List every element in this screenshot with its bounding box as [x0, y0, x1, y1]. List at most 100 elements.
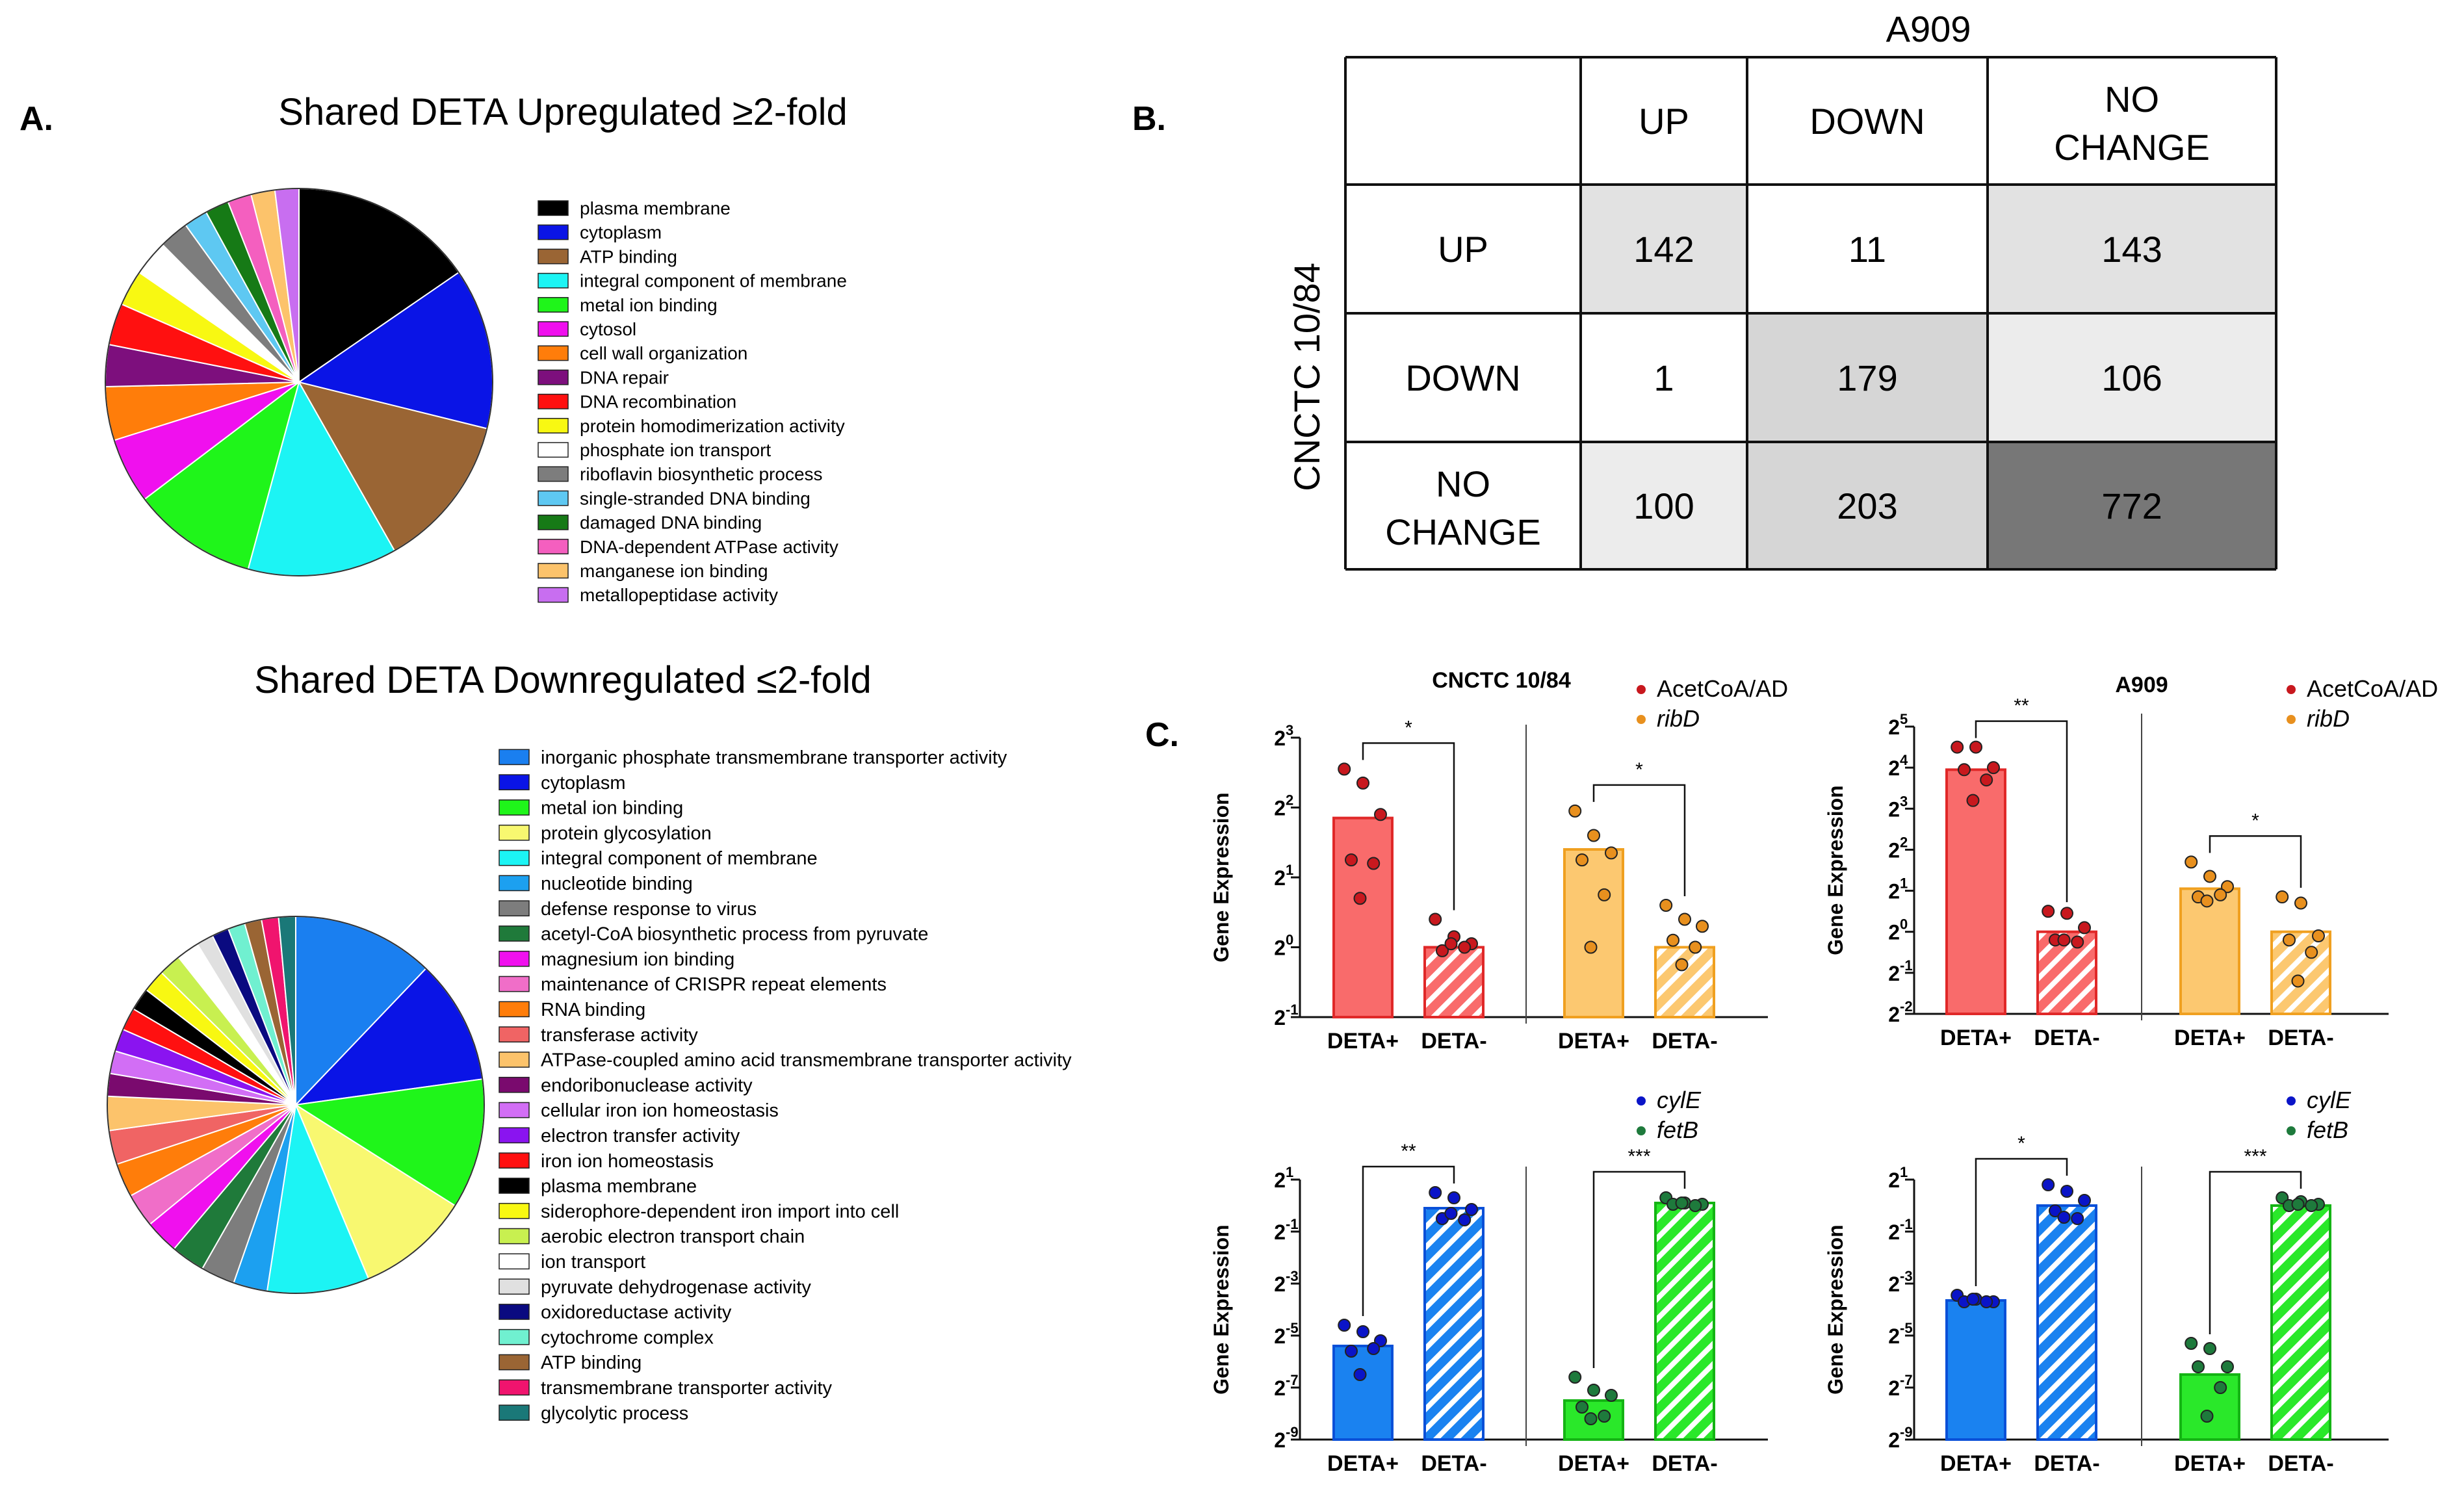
legend-swatch	[538, 587, 569, 603]
y-tick-exponent: -2	[1900, 998, 1913, 1015]
y-tick-exponent: -7	[1286, 1372, 1299, 1388]
bar	[1563, 848, 1624, 1018]
table-col-header: NO	[2105, 79, 2159, 120]
y-tick-exponent: -9	[1286, 1424, 1299, 1440]
x-tick-label: DETA+	[1558, 1451, 1629, 1476]
y-tick-exponent: -5	[1900, 1320, 1913, 1336]
legend-swatch	[538, 200, 569, 216]
x-tick-label: DETA-	[2034, 1451, 2099, 1476]
y-tick-base: 2	[1888, 1377, 1900, 1400]
legend-swatch	[499, 1026, 530, 1043]
panel-label-c: C.	[1145, 716, 1179, 754]
legend-label: iron ion homeostasis	[541, 1151, 714, 1172]
data-point	[2291, 1198, 2305, 1211]
table-col-header: UP	[1639, 101, 1689, 142]
table-cell-bg	[1581, 313, 1747, 442]
legend-swatch	[499, 1354, 530, 1371]
legend-label: riboflavin biosynthetic process	[580, 464, 823, 484]
legend-swatch	[499, 1178, 530, 1194]
significance-label: *	[1405, 717, 1412, 738]
legend-label: cell wall organization	[580, 343, 747, 363]
y-tick-base: 2	[1888, 1221, 1900, 1244]
legend-swatch	[538, 514, 569, 530]
legend-label: metallopeptidase activity	[580, 585, 778, 605]
legend-label: fetB	[1657, 1117, 1698, 1143]
table-cell-bg	[1581, 185, 1747, 313]
y-tick-base: 2	[1888, 1325, 1900, 1348]
y-axis-label: Gene Expression	[1210, 792, 1233, 962]
legend-label: ATP binding	[580, 246, 677, 266]
data-point	[1465, 1203, 1478, 1216]
data-point	[1666, 933, 1679, 947]
table-row-header: CHANGE	[1385, 511, 1541, 552]
legend-swatch	[499, 875, 530, 892]
legend-swatch	[499, 1404, 530, 1421]
legend-swatch	[538, 539, 569, 554]
x-tick-label: DETA-	[2034, 1026, 2099, 1050]
legend-label: cytoplasm	[541, 773, 626, 794]
data-point	[2071, 1212, 2084, 1225]
legend-swatch	[499, 1152, 530, 1169]
table-cell-value: 143	[2101, 229, 2162, 270]
legend-dot	[2287, 1096, 2296, 1106]
y-tick-exponent: -1	[1900, 957, 1913, 974]
legend-label: transmembrane transporter activity	[541, 1378, 833, 1399]
y-tick-base: 2	[1274, 727, 1286, 750]
x-tick-label: DETA+	[1327, 1451, 1399, 1476]
data-point	[1458, 1213, 1472, 1226]
legend-label: cytoplasm	[580, 222, 662, 242]
panel-label-a: A.	[19, 100, 53, 138]
y-tick-base: 2	[1888, 1003, 1900, 1026]
y-tick-exponent: -1	[1286, 1216, 1299, 1232]
bar-hatch	[2273, 933, 2329, 1013]
significance-bracket	[1975, 720, 2068, 903]
y-tick-exponent: -3	[1286, 1268, 1299, 1284]
y-tick-base: 2	[1274, 1429, 1286, 1452]
data-point	[2214, 888, 2227, 901]
x-tick-label: DETA-	[1421, 1029, 1486, 1054]
data-point	[1345, 853, 1358, 867]
data-point	[2214, 1381, 2227, 1394]
data-point	[1444, 937, 1458, 951]
legend-swatch	[538, 321, 569, 337]
y-tick-exponent: 5	[1900, 711, 1908, 727]
legend-swatch	[499, 1127, 530, 1144]
legend-label: DNA recombination	[580, 392, 736, 412]
legend-label: cellular iron ion homeostasis	[541, 1100, 779, 1121]
data-point	[1598, 1410, 1611, 1423]
y-tick-exponent: -5	[1286, 1320, 1299, 1336]
data-point	[2078, 921, 2091, 935]
x-tick-label: DETA-	[2268, 1451, 2333, 1476]
legend-swatch	[499, 1052, 530, 1068]
significance-bracket	[2209, 1170, 2302, 1334]
data-point	[1374, 808, 1387, 821]
significance-label: *	[1635, 759, 1643, 781]
legend-label: RNA binding	[541, 1000, 645, 1020]
significance-label: ***	[2244, 1146, 2266, 1167]
legend-swatch	[538, 272, 569, 289]
legend-label: integral component of membrane	[580, 271, 847, 291]
legend-label: plasma membrane	[541, 1176, 697, 1197]
data-point	[1587, 1384, 1600, 1397]
bar-hatch	[1426, 1209, 1482, 1438]
data-point	[2291, 974, 2305, 988]
data-point	[2042, 1178, 2055, 1191]
data-point	[1353, 892, 1367, 905]
data-point	[1356, 776, 1369, 790]
legend-label: DNA repair	[580, 367, 669, 387]
pie-chart-downregulated	[106, 915, 485, 1294]
y-tick-exponent: 1	[1286, 862, 1293, 878]
data-point	[1568, 804, 1582, 818]
significance-label: **	[1401, 1141, 1416, 1162]
y-tick-base: 2	[1274, 1377, 1286, 1400]
legend-label: endoribonuclease activity	[541, 1075, 753, 1096]
data-point	[1678, 912, 1691, 926]
legend-label: cylE	[2307, 1087, 2352, 1113]
y-tick-base: 2	[1888, 716, 1900, 739]
data-point	[1576, 853, 1589, 867]
